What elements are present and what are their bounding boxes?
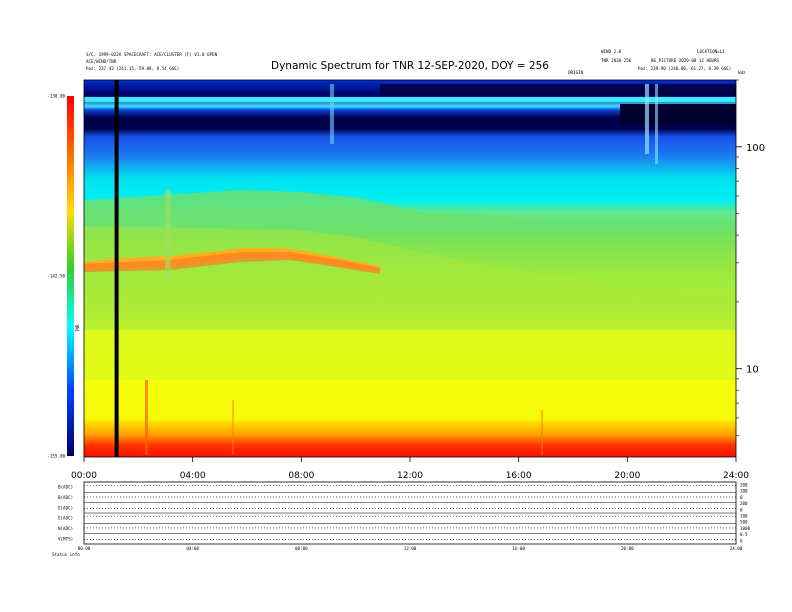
streak <box>541 410 543 455</box>
lower-panel-rows: B(ADC)B(ADC)E(ADC)E(ADC)N(ADC)V(MTS)2001… <box>58 483 751 544</box>
chart-title: Dynamic Spectrum for TNR 12-SEP-2020, DO… <box>271 60 549 72</box>
right-tick-label: 100 <box>746 143 765 154</box>
yellow-band <box>84 330 736 420</box>
lower-right-label: 0 <box>740 507 743 512</box>
colorbar-tick-label: -130.00 <box>47 94 65 99</box>
header-right-small: kHz <box>738 70 746 75</box>
streak <box>165 190 171 280</box>
lower-time-label: 20:00 <box>621 546 634 551</box>
x-axis-ticks: 00:00 04:00 08:00 12:00 16:00 20:00 24:00 <box>71 457 749 481</box>
lower-time-label: 08:00 <box>295 546 308 551</box>
emission-core <box>84 252 380 274</box>
green-band <box>84 190 736 232</box>
lower-row-label: B(ADC) <box>58 485 73 490</box>
streak <box>145 380 148 455</box>
dark-top-right <box>380 84 736 96</box>
data-gap-line <box>114 80 119 457</box>
header-right-line1: WIND 2.0 <box>601 49 622 54</box>
lower-row-label: N(ADC) <box>58 526 73 531</box>
right-axis-ticks: 100 10 <box>736 79 765 436</box>
streak <box>645 84 649 154</box>
colorbar-tick-label: -142.50 <box>47 274 65 279</box>
lower-right-label: 0 <box>740 538 743 543</box>
lower-right-label: 200 <box>740 501 748 506</box>
lower-time-label: 24:00 <box>730 546 743 551</box>
x-tick-label: 24:00 <box>723 471 749 481</box>
lower-time-label: 16:00 <box>512 546 525 551</box>
lower-time-label: 04:00 <box>186 546 199 551</box>
x-tick-label: 08:00 <box>288 471 314 481</box>
header-left-line2: ACE/WIND/TNR <box>86 59 117 64</box>
streak <box>232 400 234 455</box>
colorbar-label: TNR <box>75 324 80 332</box>
lower-row-label: V(MTS) <box>58 536 73 541</box>
x-tick-label: 04:00 <box>180 471 206 481</box>
header-right-line2: TNR 2020-256 <box>601 58 632 63</box>
lower-right-label: 100 <box>740 514 748 519</box>
lower-footer-label: Status info <box>52 552 80 557</box>
streak <box>330 84 334 144</box>
header-right-line4: Pos: 239.90 (240.00,-61.27, 6.39 GSE) <box>638 66 731 71</box>
dark-upper-right <box>620 104 736 124</box>
x-tick-label: 00:00 <box>71 471 97 481</box>
colorbar-tick-label: -155.00 <box>47 454 65 459</box>
colorbar-ticks: -130.00 -142.50 -155.00 <box>47 94 65 459</box>
streak <box>655 84 658 164</box>
lower-time-label: 00:00 <box>78 546 91 551</box>
header-left-line3: Pos: 237.42 (241.15,-59.88, 8.54 GSE) <box>86 66 179 71</box>
lower-row-label: B(ADC) <box>58 495 73 500</box>
header-right-top-small: LOCATION=L1 <box>697 49 725 54</box>
x-tick-label: 16:00 <box>506 471 532 481</box>
header-center-small: ORIGIN <box>568 70 584 75</box>
lower-panel-time-labels: 00:00 04:00 08:00 12:00 16:00 20:00 24:00 <box>78 546 743 551</box>
x-tick-label: 12:00 <box>397 471 423 481</box>
lower-right-label: 100 <box>740 489 748 494</box>
lower-right-label: 200 <box>740 483 748 488</box>
colorbar <box>67 96 74 456</box>
x-tick-label: 20:00 <box>614 471 640 481</box>
lower-right-label: 0 <box>740 495 743 500</box>
lower-right-label: 1000 <box>740 526 751 531</box>
lower-right-label: 0.5 <box>740 532 748 537</box>
lower-time-label: 12:00 <box>404 546 417 551</box>
cyan-line <box>84 97 736 102</box>
lower-right-label: 500 <box>740 520 748 525</box>
lower-row-label: E(ADC) <box>58 516 73 521</box>
header-right-line3: BG_PICTURE 2020-08 12 HOURS <box>651 58 720 63</box>
lower-row-label: E(ADC) <box>58 505 73 510</box>
right-tick-label: 10 <box>746 365 759 376</box>
spectrogram <box>84 80 736 457</box>
header-left-line1: S/C: 1999-022A SPACECRAFT: ACE/CLUSTER (… <box>86 52 218 57</box>
